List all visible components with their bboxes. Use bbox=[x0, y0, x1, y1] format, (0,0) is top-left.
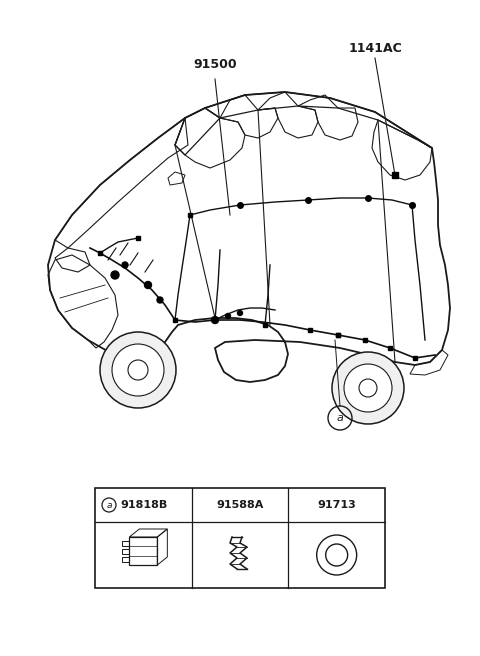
Text: a: a bbox=[106, 501, 112, 510]
Circle shape bbox=[359, 379, 377, 397]
Circle shape bbox=[112, 344, 164, 396]
Bar bbox=[122, 549, 129, 554]
Bar bbox=[122, 557, 129, 562]
Circle shape bbox=[238, 310, 242, 316]
Circle shape bbox=[122, 262, 128, 268]
Circle shape bbox=[212, 316, 218, 323]
Text: 91588A: 91588A bbox=[216, 500, 264, 510]
Circle shape bbox=[344, 364, 392, 412]
Circle shape bbox=[144, 281, 152, 289]
Text: a: a bbox=[336, 413, 343, 423]
Circle shape bbox=[111, 271, 119, 279]
Circle shape bbox=[100, 332, 176, 408]
Text: 91818B: 91818B bbox=[120, 500, 167, 510]
Text: 91713: 91713 bbox=[317, 500, 356, 510]
Circle shape bbox=[128, 360, 148, 380]
Bar bbox=[129, 537, 157, 565]
Circle shape bbox=[226, 314, 230, 319]
Circle shape bbox=[332, 352, 404, 424]
Text: 91500: 91500 bbox=[193, 58, 237, 72]
Circle shape bbox=[157, 297, 163, 303]
Bar bbox=[122, 541, 129, 546]
Bar bbox=[95, 488, 385, 588]
Text: 1141AC: 1141AC bbox=[348, 41, 402, 54]
